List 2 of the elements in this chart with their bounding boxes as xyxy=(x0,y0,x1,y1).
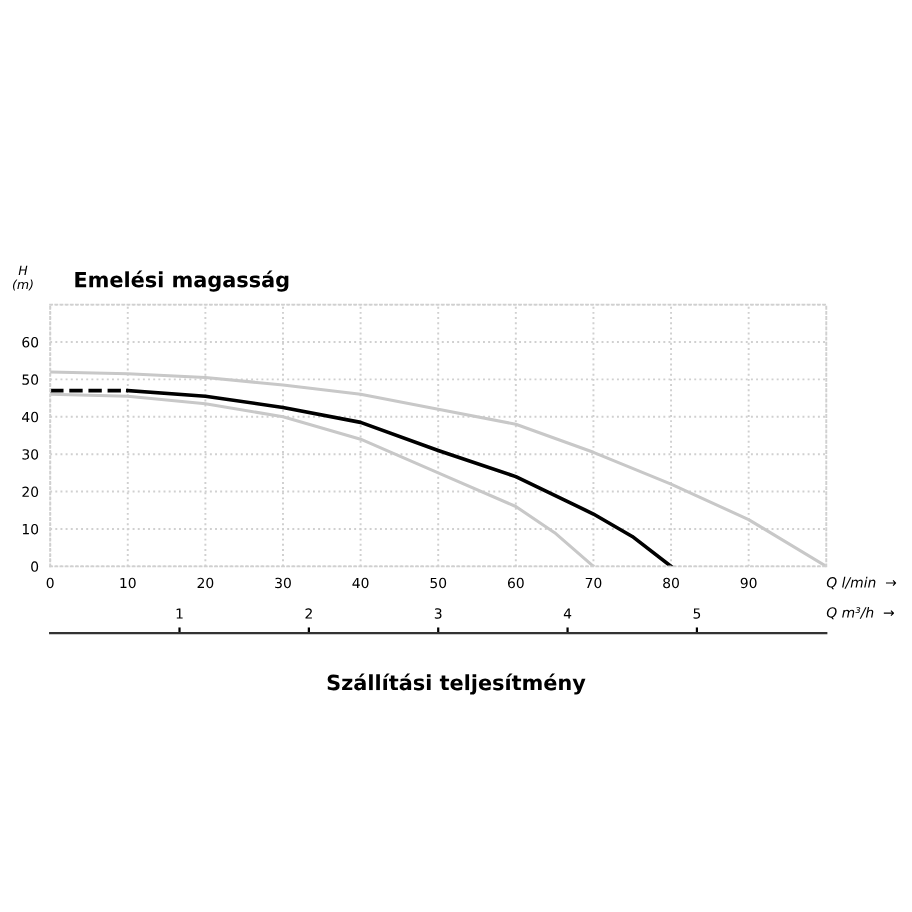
chart-title: Emelési magasság xyxy=(75,270,289,292)
text: Szállítási teljesítmény xyxy=(327,673,586,695)
